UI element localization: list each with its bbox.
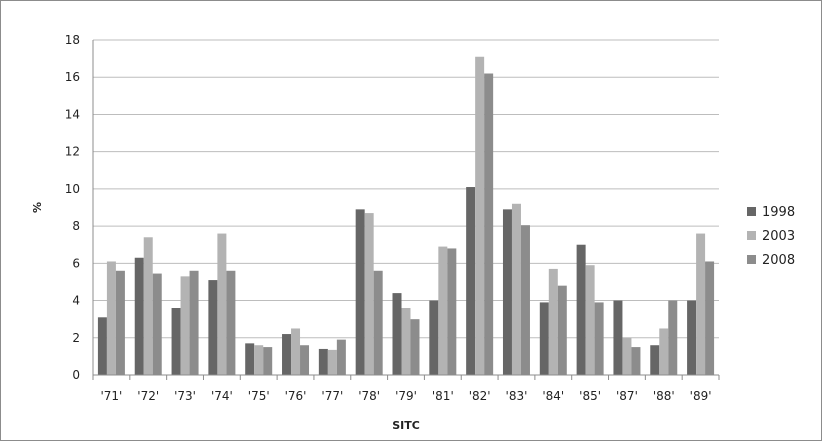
bar-2008-8 [410, 319, 420, 375]
bar-2003-3 [217, 233, 227, 375]
legend-swatch-2003 [747, 231, 756, 240]
bar-1998-10 [466, 187, 476, 375]
x-tick-label: '79' [395, 389, 417, 403]
bar-2003-2 [180, 276, 190, 375]
bar-2003-1 [143, 237, 153, 375]
legend-swatch-1998 [747, 207, 756, 216]
bar-1998-9 [429, 300, 439, 375]
bar-2003-6 [327, 349, 337, 375]
x-tick-label: '82' [469, 389, 491, 403]
bar-2003-10 [475, 56, 485, 375]
bar-1998-14 [613, 300, 623, 375]
legend: 1998 2003 2008 [747, 205, 795, 268]
x-tick-label: '76' [285, 389, 307, 403]
bar-2003-15 [659, 328, 669, 375]
bar-2008-15 [668, 300, 678, 375]
bar-2003-4 [254, 345, 264, 375]
bar-1998-0 [97, 317, 107, 375]
bar-1998-1 [134, 257, 144, 375]
legend-label-1998: 1998 [762, 205, 795, 220]
y-tick-label: 16 [65, 70, 80, 84]
bar-2008-16 [705, 261, 715, 375]
bar-2003-16 [696, 233, 706, 375]
bar-2008-10 [484, 73, 494, 375]
bar-1998-4 [245, 343, 255, 375]
bar-1998-7 [355, 209, 365, 375]
x-tick-label: '72' [137, 389, 159, 403]
bar-2003-13 [585, 265, 595, 375]
y-axis-ticks: 0 2 4 6 8 10 12 14 16 18 [65, 33, 80, 382]
y-tick-label: 14 [65, 107, 80, 121]
bar-2003-8 [401, 308, 411, 375]
bar-2003-9 [438, 246, 448, 375]
x-tick-label: '81' [432, 389, 454, 403]
bar-2003-14 [622, 337, 632, 375]
bar-2003-5 [291, 328, 301, 375]
bar-2008-3 [226, 270, 236, 375]
x-tick-label: '77' [321, 389, 343, 403]
bar-2008-14 [631, 347, 641, 375]
bar-1998-2 [171, 308, 181, 375]
bar-1998-16 [687, 300, 697, 375]
bar-2008-0 [115, 270, 125, 375]
x-tick-label: '75' [248, 389, 270, 403]
x-tick-label: '84' [542, 389, 564, 403]
x-tick-label: '78' [358, 389, 380, 403]
legend-label-2008: 2008 [762, 253, 795, 268]
x-tick-label: '74' [211, 389, 233, 403]
legend-swatch-2008 [747, 255, 756, 264]
bars [97, 56, 715, 375]
bar-2003-12 [548, 268, 558, 375]
bar-2008-7 [373, 270, 383, 375]
bar-2008-2 [189, 270, 199, 375]
y-tick-label: 0 [72, 368, 80, 382]
bar-2008-1 [152, 273, 162, 375]
bar-2008-4 [263, 347, 273, 375]
bar-2008-13 [594, 302, 604, 375]
bar-2008-5 [300, 345, 310, 375]
bar-2003-7 [364, 213, 374, 375]
y-tick-label: 10 [65, 182, 80, 196]
bar-1998-8 [392, 293, 402, 375]
bar-2003-11 [511, 203, 521, 375]
y-tick-label: 18 [65, 33, 80, 47]
bar-1998-15 [650, 345, 660, 375]
x-tick-label: '87' [616, 389, 638, 403]
bar-2008-6 [336, 339, 346, 375]
bar-2008-12 [557, 285, 567, 375]
y-tick-label: 4 [72, 294, 80, 308]
x-axis-title: SITC [392, 419, 420, 432]
x-tick-label: '85' [579, 389, 601, 403]
y-tick-label: 8 [72, 219, 80, 233]
bar-1998-3 [208, 280, 218, 375]
bar-1998-6 [318, 348, 328, 375]
y-tick-label: 6 [72, 256, 80, 270]
x-tick-label: '71' [100, 389, 122, 403]
x-tick-label: '73' [174, 389, 196, 403]
x-tick-label: '89' [690, 389, 712, 403]
bar-1998-11 [502, 209, 512, 375]
bar-2003-0 [106, 261, 116, 375]
bar-1998-12 [539, 302, 549, 375]
y-tick-label: 12 [65, 145, 80, 159]
bar-1998-5 [282, 334, 292, 375]
y-tick-label: 2 [72, 331, 80, 345]
x-tick-label: '83' [506, 389, 528, 403]
bar-2008-11 [520, 225, 530, 375]
y-axis-title: % [31, 202, 44, 213]
legend-label-2003: 2003 [762, 229, 795, 244]
x-tick-label: '88' [653, 389, 675, 403]
x-axis-ticks: '71' '72' '73' '74' '75' '76' '77' '78' '79' '81'… [92, 375, 720, 403]
bar-2008-9 [447, 248, 457, 375]
bar-1998-13 [576, 244, 586, 375]
